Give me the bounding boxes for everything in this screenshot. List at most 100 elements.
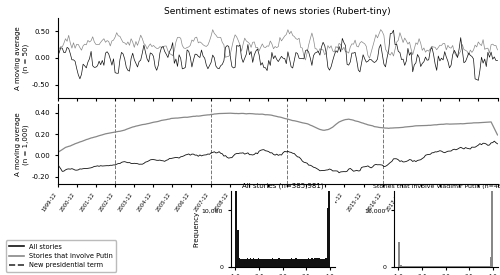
Bar bbox=[304, 259, 306, 267]
Bar bbox=[256, 259, 258, 267]
Bar bbox=[400, 265, 402, 267]
Bar bbox=[294, 259, 296, 267]
Bar bbox=[402, 266, 403, 267]
Bar bbox=[282, 259, 284, 267]
Bar bbox=[297, 259, 298, 267]
Bar bbox=[463, 266, 464, 267]
Bar bbox=[245, 258, 246, 267]
Bar bbox=[491, 89, 493, 267]
Bar bbox=[430, 266, 432, 267]
Bar bbox=[308, 258, 310, 267]
Bar bbox=[403, 266, 404, 267]
Bar bbox=[288, 259, 289, 267]
Bar bbox=[242, 259, 244, 267]
Bar bbox=[311, 258, 312, 267]
Bar bbox=[476, 266, 477, 267]
Bar bbox=[452, 266, 454, 267]
Bar bbox=[270, 258, 272, 267]
Bar bbox=[292, 259, 294, 267]
Bar bbox=[324, 258, 325, 267]
Bar bbox=[302, 258, 303, 267]
Bar bbox=[411, 266, 412, 267]
Bar bbox=[406, 266, 408, 267]
Bar bbox=[420, 266, 422, 267]
Bar bbox=[434, 266, 436, 267]
Bar bbox=[254, 258, 256, 267]
Bar bbox=[447, 266, 448, 267]
Bar bbox=[466, 266, 468, 267]
Legend: All stories, Stories that involve Putin, New presidential term: All stories, Stories that involve Putin,… bbox=[6, 240, 116, 272]
Bar bbox=[250, 258, 251, 267]
Bar bbox=[251, 259, 253, 267]
Bar bbox=[477, 266, 478, 267]
Bar bbox=[319, 258, 320, 267]
Bar bbox=[446, 266, 447, 267]
Bar bbox=[490, 257, 491, 267]
Bar bbox=[262, 258, 264, 267]
Bar bbox=[410, 266, 411, 267]
Bar bbox=[412, 266, 414, 267]
Bar bbox=[328, 0, 330, 267]
Bar bbox=[458, 266, 460, 267]
Bar bbox=[398, 242, 400, 267]
Title: All stories (n=385,981): All stories (n=385,981) bbox=[242, 183, 324, 189]
Bar bbox=[284, 259, 286, 267]
Bar bbox=[419, 266, 420, 267]
Bar bbox=[441, 266, 442, 267]
Bar bbox=[264, 258, 266, 267]
Bar bbox=[438, 266, 440, 267]
Bar bbox=[436, 266, 438, 267]
Bar bbox=[414, 266, 416, 267]
Bar bbox=[246, 258, 248, 267]
Bar bbox=[456, 266, 458, 267]
Bar bbox=[433, 266, 434, 267]
Bar bbox=[267, 259, 268, 267]
Bar bbox=[469, 266, 470, 267]
Bar bbox=[316, 258, 318, 267]
Bar bbox=[244, 259, 245, 267]
Bar bbox=[240, 259, 242, 267]
Bar bbox=[480, 266, 482, 267]
Bar bbox=[274, 259, 275, 267]
Title: Sentiment estimates of news stories (Rubert-tiny): Sentiment estimates of news stories (Rub… bbox=[164, 7, 391, 16]
Bar bbox=[455, 266, 456, 267]
Bar bbox=[253, 258, 254, 267]
Bar bbox=[325, 258, 327, 267]
Bar bbox=[404, 266, 406, 267]
Bar bbox=[298, 259, 300, 267]
Bar bbox=[468, 266, 469, 267]
Bar bbox=[237, 230, 238, 267]
Bar bbox=[300, 258, 302, 267]
Bar bbox=[296, 258, 297, 267]
Bar bbox=[470, 266, 472, 267]
Bar bbox=[314, 258, 316, 267]
Bar bbox=[448, 266, 450, 267]
Bar bbox=[442, 266, 444, 267]
Bar bbox=[464, 266, 466, 267]
Bar bbox=[320, 259, 322, 267]
Bar bbox=[408, 266, 410, 267]
Bar bbox=[306, 258, 308, 267]
Bar bbox=[278, 258, 280, 267]
Bar bbox=[327, 208, 328, 267]
Bar bbox=[286, 258, 288, 267]
Bar bbox=[486, 266, 488, 267]
Bar bbox=[478, 266, 480, 267]
Bar bbox=[236, 0, 237, 267]
Bar bbox=[440, 266, 441, 267]
Bar bbox=[260, 258, 262, 267]
Bar bbox=[266, 259, 267, 267]
Y-axis label: Frequency: Frequency bbox=[193, 211, 199, 247]
Bar bbox=[482, 266, 484, 267]
Bar bbox=[248, 258, 250, 267]
Bar bbox=[472, 266, 474, 267]
Bar bbox=[422, 266, 424, 267]
Bar bbox=[268, 258, 270, 267]
Bar bbox=[424, 266, 425, 267]
Bar bbox=[281, 258, 282, 267]
Bar bbox=[310, 259, 311, 267]
Bar bbox=[417, 266, 419, 267]
Bar bbox=[432, 266, 433, 267]
Bar bbox=[428, 266, 430, 267]
Bar bbox=[275, 259, 276, 267]
